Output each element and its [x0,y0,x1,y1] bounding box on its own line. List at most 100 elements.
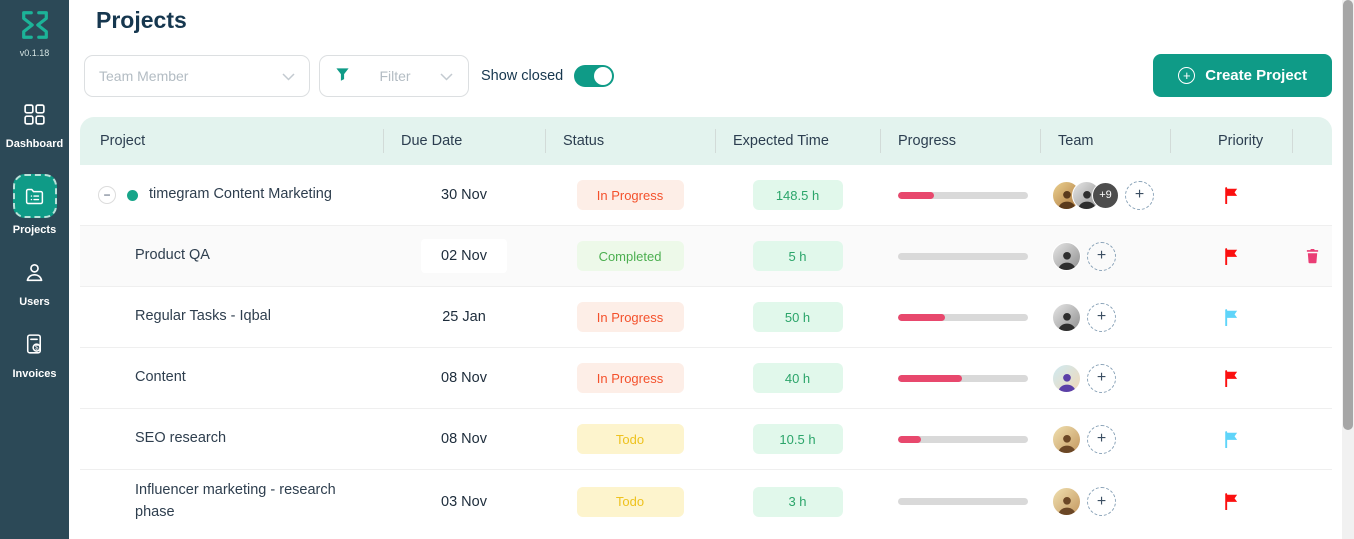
due-date[interactable]: 08 Nov [441,370,487,386]
progress-bar-fill [898,374,962,382]
project-name[interactable]: SEO research [135,430,227,447]
status-badge[interactable]: In Progress [576,302,684,332]
column-header-status: Status [545,117,715,165]
dashboard-grid-icon [22,102,47,132]
status-badge[interactable]: Todo [576,424,684,454]
add-team-member-button[interactable]: + [1087,241,1116,271]
project-name[interactable]: timegram Content Marketing [149,186,332,203]
funnel-icon [335,67,350,85]
priority-flag-icon[interactable] [1223,308,1240,326]
main-content: Projects Team Member Filter Show closed … [69,0,1354,539]
project-name[interactable]: Content [135,369,186,386]
team-avatars: + [1040,409,1170,469]
show-closed-toggle[interactable] [574,64,615,87]
due-date[interactable]: 03 Nov [441,493,487,510]
team-avatars: + [1040,226,1170,286]
expected-time-badge[interactable]: 10.5 h [752,424,843,454]
create-project-label: Create Project [1205,67,1307,84]
team-avatars: + [1040,348,1170,408]
filter-label: Filter [379,67,411,84]
add-team-member-button[interactable]: + [1087,302,1116,332]
status-badge[interactable]: In Progress [576,180,684,210]
project-status-dot [127,189,138,201]
app-version: v0.1.18 [19,48,50,58]
priority-flag-icon[interactable] [1223,493,1240,510]
sidebar-item-label: Invoices [12,368,57,380]
progress-bar [898,374,1028,382]
progress-bar [898,498,1028,505]
column-header-due-date: Due Date [383,117,545,165]
table-row: Content 08 Nov In Progress 40 h + [80,348,1332,409]
progress-bar [898,435,1028,443]
sidebar-item-invoices[interactable]: $ Invoices [0,332,69,380]
toggle-knob [594,66,613,85]
project-name[interactable]: Influencer marketing - research phase [135,481,336,520]
due-date[interactable]: 30 Nov [441,187,487,203]
table-row: Regular Tasks - Iqbal 25 Jan In Progress… [80,287,1332,348]
table-body: − timegram Content Marketing 30 Nov In P… [80,165,1332,533]
team-avatar-person-colorful [1052,363,1081,393]
expected-time-badge[interactable]: 5 h [752,241,843,271]
expected-time-badge[interactable]: 3 h [752,486,843,517]
expected-time-badge[interactable]: 40 h [752,363,843,393]
progress-bar [898,252,1028,260]
scrollbar-thumb[interactable] [1343,0,1353,430]
column-header-team: Team [1040,117,1170,165]
column-header-progress: Progress [880,117,1040,165]
show-closed-label: Show closed [481,67,564,84]
delete-row-button[interactable] [1305,248,1320,264]
expected-time-badge[interactable]: 50 h [752,302,843,332]
priority-flag-icon[interactable] [1223,430,1240,448]
priority-flag-icon[interactable] [1223,247,1240,265]
table-row: Product QA 02 Nov Completed 5 h + [80,226,1332,287]
page-title: Projects [96,7,187,33]
vertical-scrollbar[interactable] [1342,0,1354,539]
collapse-row-button[interactable]: − [98,186,116,204]
progress-bar-fill [898,435,922,443]
sidebar-nav: Dashboard Projects Users [0,102,69,380]
priority-flag-icon[interactable] [1223,369,1240,387]
team-overflow-count[interactable]: +9 [1092,181,1119,209]
create-project-button[interactable]: + Create Project [1153,54,1332,97]
table-row: SEO research 08 Nov Todo 10.5 h + [80,409,1332,470]
project-name[interactable]: Regular Tasks - Iqbal [135,308,271,325]
add-team-member-button[interactable]: + [1087,487,1116,516]
priority-flag-icon[interactable] [1223,186,1240,204]
due-date[interactable]: 25 Jan [442,309,486,325]
add-team-member-button[interactable]: + [1125,180,1154,210]
sidebar-item-dashboard[interactable]: Dashboard [0,102,69,150]
due-date[interactable]: 02 Nov [421,239,507,273]
add-team-member-button[interactable]: + [1087,363,1116,393]
progress-bar-fill [898,191,935,199]
column-header-expected-time: Expected Time [715,117,880,165]
filter-select[interactable]: Filter [319,54,469,97]
team-avatar-man-grayscale [1052,302,1081,332]
svg-text:$: $ [35,345,39,352]
team-avatar-man-grayscale [1052,241,1081,271]
show-closed-control: Show closed [481,64,615,87]
timegram-logo-icon [17,9,53,46]
chevron-down-icon [440,68,453,84]
team-member-select[interactable]: Team Member [84,54,310,97]
due-date[interactable]: 08 Nov [441,431,487,447]
sidebar-item-label: Projects [12,224,57,236]
team-avatar-man-tan [1052,487,1081,516]
column-header-actions [1292,117,1332,165]
progress-bar [898,191,1028,199]
project-name[interactable]: Product QA [135,247,210,264]
sidebar-item-users[interactable]: Users [0,260,69,308]
status-badge[interactable]: Completed [576,241,684,271]
sidebar-item-label: Dashboard [5,138,64,150]
status-badge[interactable]: Todo [576,486,684,517]
status-badge[interactable]: In Progress [576,363,684,393]
sidebar-item-projects[interactable]: Projects [0,174,69,236]
team-avatar-man-tan [1052,424,1081,454]
team-avatars: + [1040,470,1170,533]
table-row: − timegram Content Marketing 30 Nov In P… [80,165,1332,226]
add-team-member-button[interactable]: + [1087,424,1116,454]
sidebar: v0.1.18 Dashboard Projects [0,0,69,539]
table-row: Influencer marketing - research phase 03… [80,470,1332,533]
expected-time-badge[interactable]: 148.5 h [752,180,843,210]
progress-bar-fill [898,313,945,321]
team-avatars: + [1040,287,1170,347]
